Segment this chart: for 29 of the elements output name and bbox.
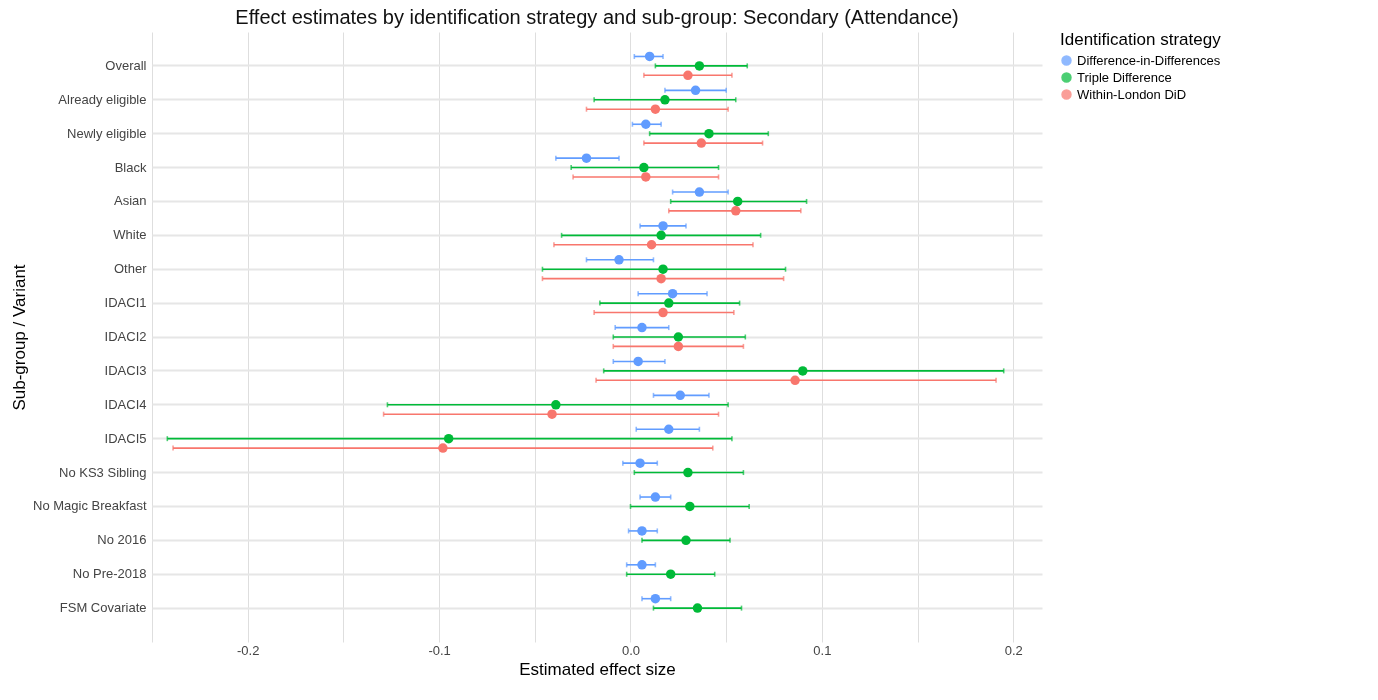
- legend-label: Triple Difference: [1077, 69, 1172, 85]
- x-axis-title: Estimated effect size: [519, 659, 676, 679]
- y-tick-label: FSM Covariate: [59, 600, 147, 616]
- y-tick-label: IDACI4: [104, 396, 147, 412]
- x-tick-label: -0.2: [237, 642, 260, 658]
- y-tick-label: No KS3 Sibling: [59, 464, 147, 480]
- y-tick-label: Overall: [105, 57, 147, 73]
- y-tick-label: No Pre-2018: [72, 566, 147, 582]
- y-axis-title: Sub-group / Variant: [10, 264, 30, 411]
- y-tick-label: IDACI3: [104, 362, 147, 378]
- y-tick-label: No 2016: [97, 532, 147, 548]
- legend-label: Difference-in-Differences: [1077, 52, 1221, 68]
- x-tick-label: -0.1: [428, 642, 451, 658]
- x-tick-label: 0.0: [621, 642, 641, 658]
- y-tick-label: IDACI5: [104, 430, 147, 446]
- y-tick-label: IDACI2: [104, 329, 147, 344]
- chart-title: Effect estimates by identification strategy and sub-group: Secondary (Attendance): [235, 6, 959, 28]
- y-tick-label: White: [113, 227, 147, 243]
- y-tick-label: Newly eligible: [67, 125, 147, 141]
- x-tick-label: 0.1: [813, 642, 832, 658]
- x-tick-label: 0.2: [1004, 642, 1023, 658]
- y-tick-label: Already eligible: [58, 91, 147, 107]
- y-tick-label: Black: [114, 159, 147, 175]
- legend-title: Identification strategy: [1060, 30, 1222, 49]
- y-tick-label: Other: [113, 261, 148, 277]
- y-tick-label: IDACI1: [104, 295, 147, 311]
- y-tick-label: Asian: [113, 193, 147, 209]
- y-tick-label: No Magic Breakfast: [33, 498, 147, 514]
- legend-label: Within-London DiD: [1077, 86, 1187, 102]
